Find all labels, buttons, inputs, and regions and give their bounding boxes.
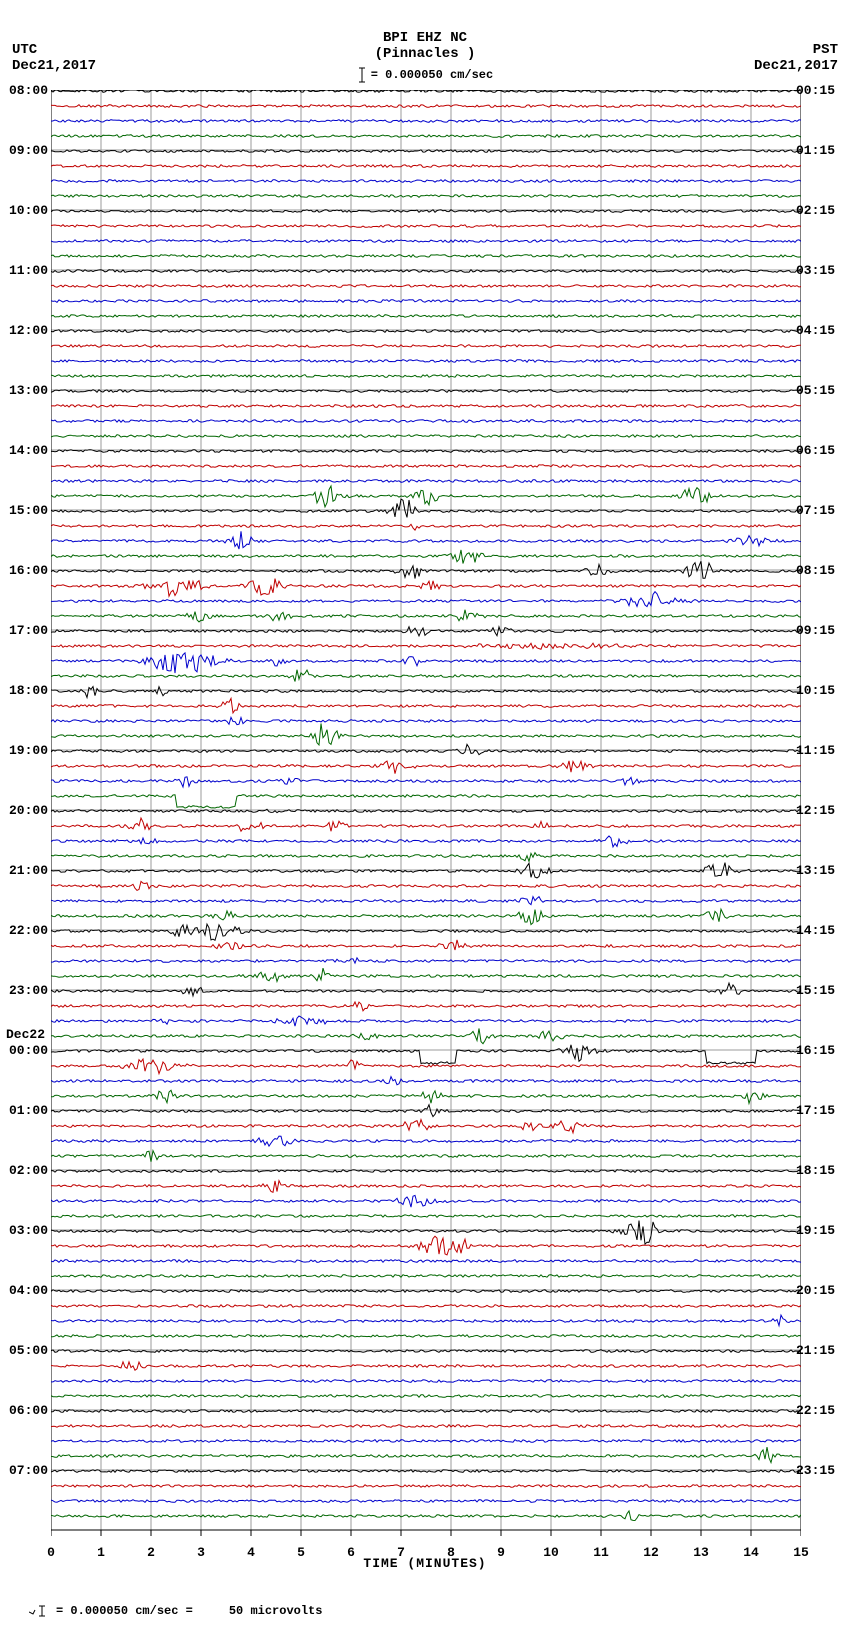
pst-hour-label: 19:15: [796, 1224, 842, 1237]
utc-hour-label: 10:00: [8, 204, 48, 217]
pst-hour-label: 23:15: [796, 1464, 842, 1477]
minute-tick-label: 0: [36, 1546, 66, 1559]
utc-hour-label: 23:00: [8, 984, 48, 997]
minute-tick-label: 6: [336, 1546, 366, 1559]
utc-hour-label: 21:00: [8, 864, 48, 877]
utc-hour-label: 17:00: [8, 624, 48, 637]
utc-hour-label: 07:00: [8, 1464, 48, 1477]
pst-hour-label: 14:15: [796, 924, 842, 937]
utc-hour-label: 04:00: [8, 1284, 48, 1297]
timezone-left-label: UTC: [12, 42, 37, 58]
pst-hour-label: 06:15: [796, 444, 842, 457]
utc-hour-label: 19:00: [8, 744, 48, 757]
helicorder-plot: [51, 90, 801, 1530]
utc-hour-label: 11:00: [8, 264, 48, 277]
pst-hour-label: 17:15: [796, 1104, 842, 1117]
utc-hour-label: 03:00: [8, 1224, 48, 1237]
utc-hour-label: 00:00: [8, 1044, 48, 1057]
utc-hour-label: 14:00: [8, 444, 48, 457]
utc-hour-label: 12:00: [8, 324, 48, 337]
minute-tick-label: 2: [136, 1546, 166, 1559]
utc-hour-label: 09:00: [8, 144, 48, 157]
xaxis-label: TIME (MINUTES): [0, 1556, 850, 1571]
pst-hour-label: 10:15: [796, 684, 842, 697]
pst-hour-label: 03:15: [796, 264, 842, 277]
utc-hour-label: 15:00: [8, 504, 48, 517]
pst-hour-label: 09:15: [796, 624, 842, 637]
station-title: BPI EHZ NC: [0, 30, 850, 46]
pst-hour-label: 21:15: [796, 1344, 842, 1357]
pst-hour-label: 16:15: [796, 1044, 842, 1057]
pst-hour-label: 07:15: [796, 504, 842, 517]
footer-scale-bar-icon: [29, 1605, 49, 1617]
minute-tick-label: 12: [636, 1546, 666, 1559]
utc-hour-label: 05:00: [8, 1344, 48, 1357]
minute-tick-label: 10: [536, 1546, 566, 1559]
helicorder-svg: [51, 90, 801, 1550]
pst-hour-label: 13:15: [796, 864, 842, 877]
utc-hour-label: 06:00: [8, 1404, 48, 1417]
utc-hour-label: 08:00: [8, 84, 48, 97]
pst-hour-label: 20:15: [796, 1284, 842, 1297]
scale-text: = 0.000050 cm/sec: [371, 68, 493, 82]
station-subtitle: (Pinnacles ): [0, 46, 850, 62]
pst-hour-label: 15:15: [796, 984, 842, 997]
minute-tick-label: 9: [486, 1546, 516, 1559]
timezone-right-label: PST: [813, 42, 838, 58]
seismogram-page: BPI EHZ NC (Pinnacles ) = 0.000050 cm/se…: [0, 0, 850, 1613]
pst-hour-label: 00:15: [796, 84, 842, 97]
minute-tick-label: 13: [686, 1546, 716, 1559]
date-left-label: Dec21,2017: [12, 58, 96, 74]
utc-hour-label: 16:00: [8, 564, 48, 577]
pst-hour-label: 08:15: [796, 564, 842, 577]
minute-tick-label: 1: [86, 1546, 116, 1559]
scale-bar-icon: [357, 66, 367, 84]
utc-hour-label: 18:00: [8, 684, 48, 697]
pst-hour-label: 22:15: [796, 1404, 842, 1417]
date-right-label: Dec21,2017: [754, 58, 838, 74]
pst-hour-label: 01:15: [796, 144, 842, 157]
minute-tick-label: 7: [386, 1546, 416, 1559]
minute-tick-label: 4: [236, 1546, 266, 1559]
minute-tick-label: 15: [786, 1546, 816, 1559]
utc-hour-label: 02:00: [8, 1164, 48, 1177]
footer-scale-note: = 0.000050 cm/sec = 50 microvolts: [0, 1590, 322, 1632]
utc-hour-label: 20:00: [8, 804, 48, 817]
minute-tick-label: 8: [436, 1546, 466, 1559]
footer-text: = 0.000050 cm/sec = 50 microvolts: [49, 1604, 323, 1618]
minute-tick-label: 3: [186, 1546, 216, 1559]
utc-day-label: Dec22: [6, 1028, 50, 1041]
pst-hour-label: 11:15: [796, 744, 842, 757]
pst-hour-label: 02:15: [796, 204, 842, 217]
utc-hour-label: 01:00: [8, 1104, 48, 1117]
pst-hour-label: 04:15: [796, 324, 842, 337]
minute-tick-label: 11: [586, 1546, 616, 1559]
minute-tick-label: 5: [286, 1546, 316, 1559]
minute-tick-label: 14: [736, 1546, 766, 1559]
pst-hour-label: 05:15: [796, 384, 842, 397]
pst-hour-label: 18:15: [796, 1164, 842, 1177]
pst-hour-label: 12:15: [796, 804, 842, 817]
utc-hour-label: 22:00: [8, 924, 48, 937]
utc-hour-label: 13:00: [8, 384, 48, 397]
amplitude-scale-label: = 0.000050 cm/sec: [0, 66, 850, 84]
